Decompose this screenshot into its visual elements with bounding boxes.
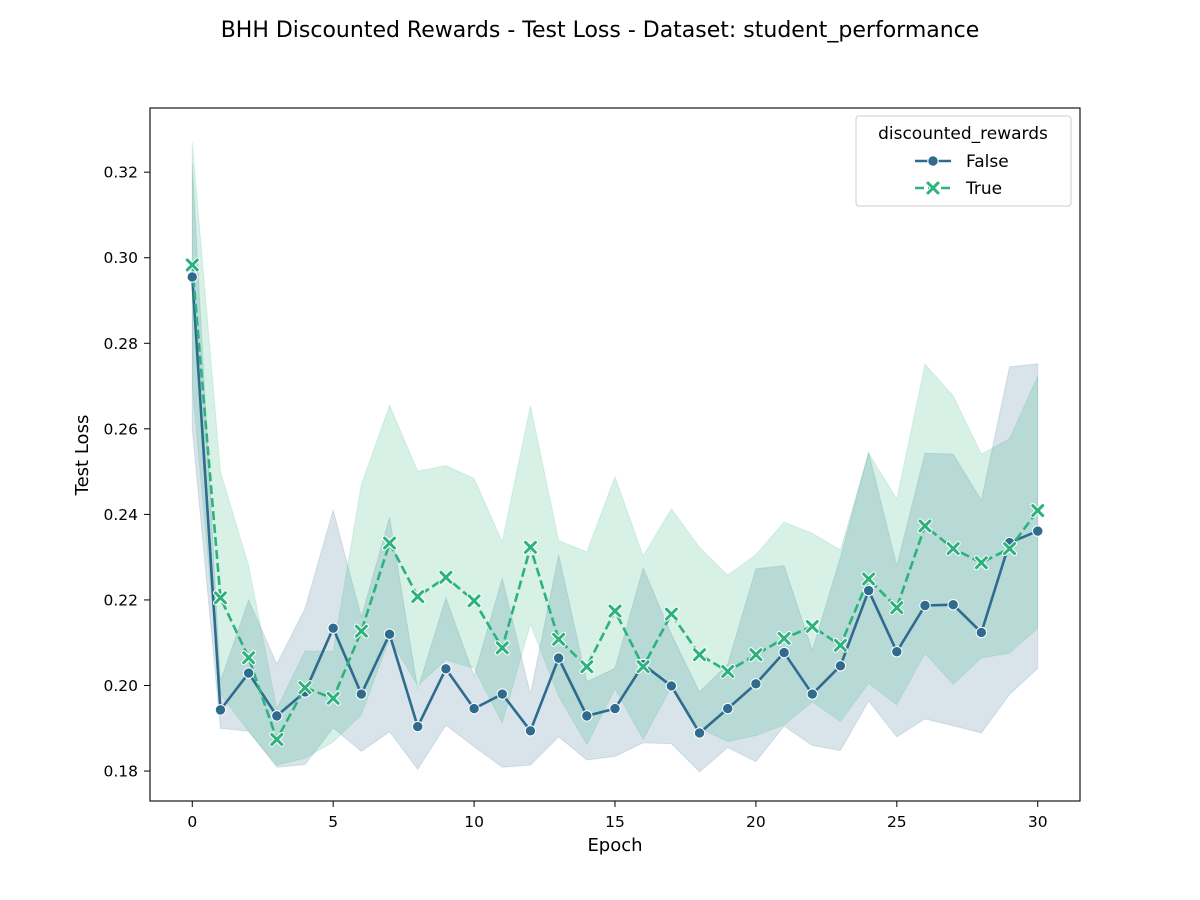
x-tick-label: 20 xyxy=(746,813,766,831)
data-point-false-9 xyxy=(440,663,452,675)
ci-bands xyxy=(191,142,1039,773)
data-point-false-7 xyxy=(383,628,396,640)
data-point-false-17 xyxy=(665,680,678,692)
data-point-true-11 xyxy=(494,640,510,656)
data-point-true-4 xyxy=(297,680,313,696)
y-axis: 0.18 0.20 0.22 0.24 0.26 0.28 0.30 0.32 xyxy=(103,164,150,781)
data-point-false-14 xyxy=(581,710,593,722)
data-point-true-27 xyxy=(945,541,961,557)
x-axis: 0 5 10 15 20 25 30 xyxy=(187,801,1048,831)
data-point-false-22 xyxy=(806,688,818,700)
data-point-true-9 xyxy=(438,569,454,585)
data-point-false-19 xyxy=(722,702,734,715)
y-tick-label: 0.20 xyxy=(103,677,138,695)
legend-marker-true xyxy=(925,180,941,196)
legend-marker-false xyxy=(927,155,939,167)
legend-label-false: False xyxy=(966,152,1009,172)
data-point-true-0 xyxy=(184,257,200,273)
data-point-false-0 xyxy=(186,271,198,283)
data-point-true-21 xyxy=(776,630,792,646)
ci-band-false xyxy=(191,163,1039,773)
data-point-false-18 xyxy=(693,727,706,739)
x-tick-label: 5 xyxy=(328,813,338,831)
data-point-false-6 xyxy=(355,688,368,700)
data-point-true-17 xyxy=(663,606,679,622)
data-point-true-18 xyxy=(692,647,708,663)
x-tick-label: 25 xyxy=(887,813,907,831)
data-point-true-20 xyxy=(748,647,764,663)
x-tick-label: 0 xyxy=(187,813,197,831)
data-point-true-15 xyxy=(607,603,623,619)
y-axis-label: Test Loss xyxy=(72,415,93,497)
data-point-true-3 xyxy=(269,731,285,747)
data-point-true-5 xyxy=(325,690,341,706)
data-point-false-27 xyxy=(947,598,959,611)
data-point-true-29 xyxy=(1002,541,1018,557)
data-point-true-14 xyxy=(579,659,595,675)
y-tick-label: 0.30 xyxy=(103,249,138,267)
y-tick-label: 0.18 xyxy=(103,763,138,781)
x-axis-label: Epoch xyxy=(587,835,642,856)
data-point-true-6 xyxy=(353,623,369,639)
data-point-true-25 xyxy=(889,600,905,616)
data-point-false-13 xyxy=(552,652,565,664)
data-point-true-1 xyxy=(212,590,228,606)
data-point-false-28 xyxy=(975,626,988,639)
data-point-false-3 xyxy=(271,710,283,722)
data-point-false-10 xyxy=(468,702,480,715)
data-point-false-21 xyxy=(778,646,790,659)
data-point-true-19 xyxy=(720,663,736,679)
data-point-false-1 xyxy=(214,704,227,716)
ci-band-true xyxy=(191,142,1039,766)
x-tick-label: 15 xyxy=(605,813,625,831)
data-point-false-8 xyxy=(412,720,424,733)
data-point-false-2 xyxy=(242,667,255,679)
data-point-true-23 xyxy=(832,637,848,653)
data-point-false-5 xyxy=(327,622,339,634)
series-markers xyxy=(184,257,1046,747)
data-point-false-15 xyxy=(609,702,621,715)
y-tick-label: 0.28 xyxy=(103,335,138,353)
data-point-false-30 xyxy=(1032,525,1044,537)
data-point-false-24 xyxy=(862,584,875,597)
legend-entries: False True xyxy=(915,152,1009,199)
chart-title: BHH Discounted Rewards - Test Loss - Dat… xyxy=(221,18,980,43)
x-tick-label: 30 xyxy=(1028,813,1048,831)
legend-box xyxy=(855,115,1072,207)
data-point-true-22 xyxy=(804,618,820,634)
data-point-false-26 xyxy=(919,599,931,612)
legend-label-true: True xyxy=(965,179,1002,199)
data-point-false-25 xyxy=(891,646,903,658)
data-point-true-10 xyxy=(466,593,482,609)
x-tick-label: 10 xyxy=(464,813,484,831)
data-point-true-24 xyxy=(861,571,877,587)
data-point-true-2 xyxy=(241,650,257,666)
data-point-true-12 xyxy=(522,539,538,555)
legend-title: discounted_rewards xyxy=(878,124,1048,144)
y-tick-label: 0.24 xyxy=(103,506,138,524)
data-point-false-12 xyxy=(524,725,537,737)
y-tick-label: 0.22 xyxy=(103,591,138,609)
data-point-true-7 xyxy=(382,535,398,551)
data-point-true-13 xyxy=(551,631,567,647)
legend: discounted_rewards False True xyxy=(855,115,1072,207)
y-tick-label: 0.26 xyxy=(103,420,138,438)
data-point-true-26 xyxy=(917,518,933,534)
data-point-true-8 xyxy=(410,589,426,605)
data-point-true-30 xyxy=(1030,503,1046,519)
y-tick-label: 0.32 xyxy=(103,164,138,182)
data-point-true-16 xyxy=(635,659,651,675)
data-point-false-11 xyxy=(496,688,508,700)
data-point-false-23 xyxy=(834,660,847,672)
data-point-true-28 xyxy=(973,555,989,571)
data-point-false-20 xyxy=(750,678,762,690)
